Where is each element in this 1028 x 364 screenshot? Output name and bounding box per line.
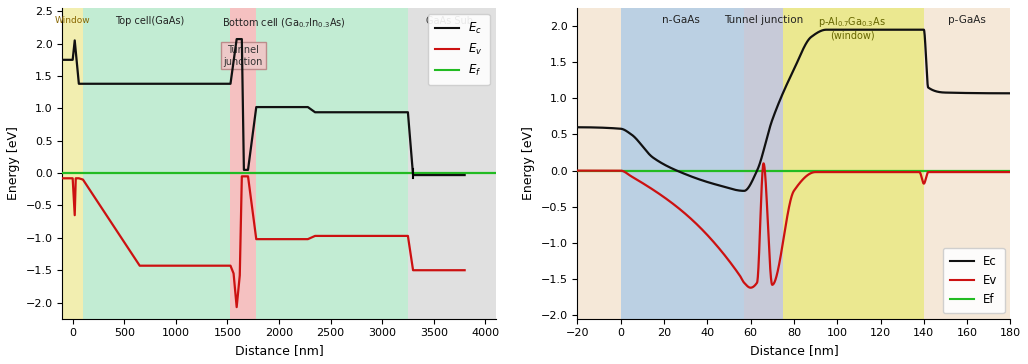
Text: Bottom cell (Ga$_{0.7}$In$_{0.3}$As): Bottom cell (Ga$_{0.7}$In$_{0.3}$As) bbox=[222, 16, 346, 30]
Text: Window: Window bbox=[54, 16, 90, 25]
Y-axis label: Energy [eV]: Energy [eV] bbox=[7, 126, 20, 200]
Bar bbox=[408, 8, 495, 319]
Text: n-GaAs: n-GaAs bbox=[662, 15, 700, 25]
Text: p-GaAs: p-GaAs bbox=[948, 15, 986, 25]
Text: Tunnel junction: Tunnel junction bbox=[724, 15, 803, 25]
Legend: Ec, Ev, Ef: Ec, Ev, Ef bbox=[943, 248, 1004, 313]
Text: Top cell(GaAs): Top cell(GaAs) bbox=[115, 16, 185, 27]
Bar bbox=[621, 8, 744, 319]
Text: GaAs Sub: GaAs Sub bbox=[426, 16, 473, 27]
Bar bbox=[83, 8, 230, 319]
X-axis label: Distance [nm]: Distance [nm] bbox=[234, 344, 324, 357]
Legend: $E_c$, $E_v$, $E_f$: $E_c$, $E_v$, $E_f$ bbox=[428, 14, 489, 85]
Text: p-Al$_{0.7}$Ga$_{0.3}$As
(window): p-Al$_{0.7}$Ga$_{0.3}$As (window) bbox=[818, 15, 886, 41]
Text: Tunnel
junction: Tunnel junction bbox=[224, 45, 263, 67]
Bar bbox=[256, 8, 408, 319]
Bar bbox=[783, 8, 924, 319]
Y-axis label: Energy [eV]: Energy [eV] bbox=[522, 126, 535, 200]
Bar bbox=[230, 8, 256, 319]
Bar bbox=[744, 8, 783, 319]
Bar bbox=[63, 8, 83, 319]
X-axis label: Distance [nm]: Distance [nm] bbox=[749, 344, 838, 357]
